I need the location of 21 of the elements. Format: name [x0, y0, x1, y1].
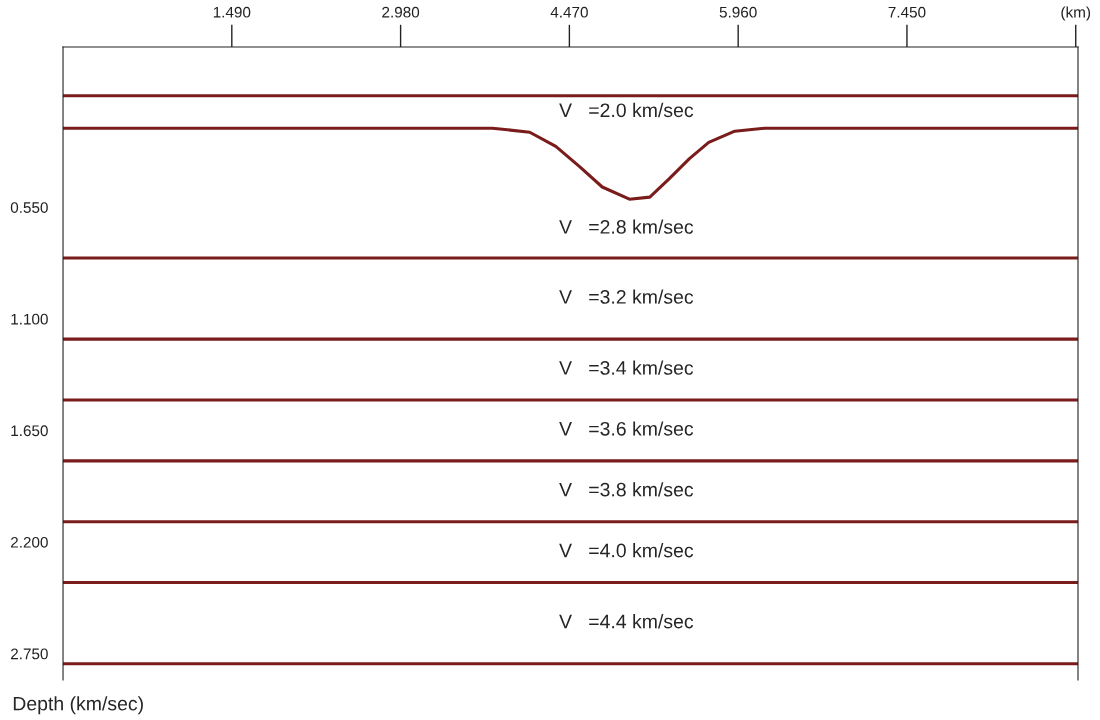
y-tick-label: 1.650	[11, 425, 48, 437]
x-tick-label: 7.450	[888, 6, 926, 18]
annotation: V =2.8 km/sec	[559, 219, 694, 234]
annotation: V =2.0 km/sec	[559, 102, 694, 118]
annotation: V =3.8 km/sec	[559, 482, 694, 497]
annotation: V =4.4 km/sec	[559, 614, 694, 629]
y-tick-label: 2.200	[10, 536, 48, 548]
annotation: V =3.6 km/sec	[559, 421, 694, 436]
x-tick-label: 2.980	[382, 6, 420, 18]
annotation: V =3.4 km/sec	[559, 360, 694, 375]
line-series	[63, 126, 1078, 201]
annotation: V =4.0 km/sec	[559, 543, 694, 558]
y-axis-title: Depth (km/sec)	[13, 696, 143, 715]
y-tick-label: 2.750	[10, 648, 48, 660]
x-tick-label: 1.490	[213, 6, 251, 18]
x-tick-label: (km)	[1061, 6, 1091, 21]
x-tick-label: 4.470	[550, 6, 588, 18]
y-tick-label: 0.550	[10, 202, 48, 213]
annotation: V =3.2 km/sec	[559, 289, 694, 304]
x-tick-label: 5.960	[719, 6, 757, 18]
y-tick-label: 1.100	[11, 313, 48, 325]
